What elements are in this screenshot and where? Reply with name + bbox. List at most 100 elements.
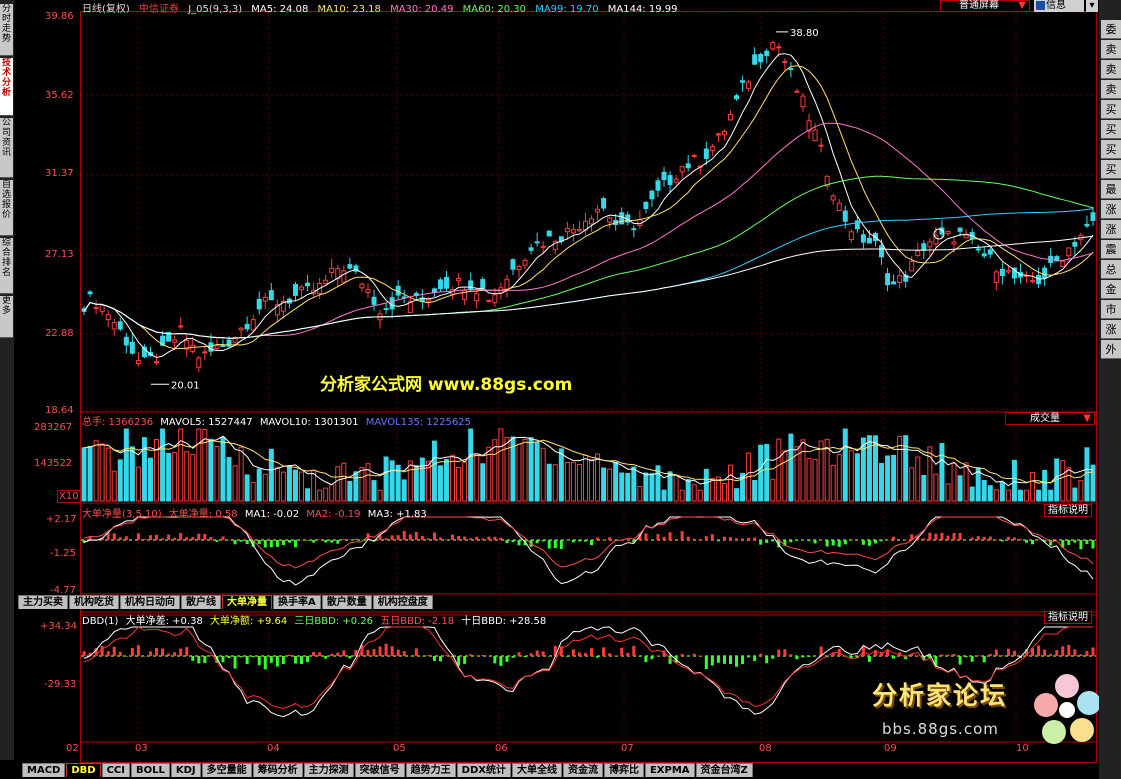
bottom-tab-4[interactable]: KDJ — [170, 763, 201, 777]
indicator-tab-5[interactable]: 换手率A — [273, 595, 321, 609]
volume-bar — [401, 479, 407, 502]
ind1-bar — [112, 533, 116, 540]
volume-indicator-select[interactable]: 成交量 ▼ — [1005, 412, 1095, 425]
right-tab-7[interactable]: 买 — [1101, 160, 1121, 179]
indicator-tab-7[interactable]: 机构控盘度 — [372, 595, 433, 609]
volume-bar — [274, 466, 280, 502]
right-tab-0[interactable]: 委 — [1101, 20, 1121, 39]
ind2-bar — [130, 648, 134, 656]
indicator-tab-0[interactable]: 主力买卖 — [18, 595, 68, 609]
ind2-help-button[interactable]: 指标说明 — [1044, 611, 1092, 624]
bottom-tab-9[interactable]: 趋势力王 — [405, 763, 456, 777]
ind1-axis-bot: -4.77 — [50, 585, 76, 596]
ind1-bar — [722, 536, 726, 540]
ind2-bar — [807, 656, 811, 657]
left-tab-5[interactable]: 更多 — [0, 296, 13, 338]
indicator-tab-2[interactable]: 机构日动向 — [120, 595, 180, 609]
ind2-bar — [662, 650, 666, 656]
bottom-tab-10[interactable]: DDX统计 — [456, 763, 511, 777]
right-tab-11[interactable]: 震 — [1101, 240, 1121, 259]
right-tab-9[interactable]: 涨 — [1101, 200, 1121, 219]
right-tab-6[interactable]: 买 — [1101, 140, 1121, 159]
ind2-bar — [451, 656, 455, 657]
candle-body — [842, 210, 848, 222]
mavol10-label: MAVOL10: 1301301 — [259, 417, 359, 428]
bottom-tab-11[interactable]: 大单全线 — [511, 763, 562, 777]
bottom-tab-1[interactable]: DBD — [66, 763, 101, 777]
right-tab-5[interactable]: 买 — [1101, 120, 1121, 139]
screen-mode-select[interactable]: 普通屏幕 ▼ — [940, 0, 1030, 12]
info-icon — [1036, 1, 1045, 10]
indicator-tab-4[interactable]: 大单净量 — [222, 595, 272, 609]
indicator-tab-3[interactable]: 散户线 — [181, 595, 221, 609]
bottom-tab-8[interactable]: 突破信号 — [354, 763, 405, 777]
volume-bar — [117, 459, 123, 502]
candle-body — [141, 346, 147, 358]
right-tab-13[interactable]: 金 — [1101, 280, 1121, 299]
ind1-bar — [481, 538, 485, 540]
info-button[interactable]: 信息 — [1034, 0, 1084, 12]
left-tab-2[interactable]: 公司资讯 — [0, 118, 13, 178]
ind1-bar — [511, 540, 515, 543]
ind2-bar — [946, 654, 950, 656]
volume-bar — [147, 457, 153, 502]
right-tab-1[interactable]: 卖 — [1101, 40, 1121, 59]
right-tab-14[interactable]: 市 — [1101, 300, 1121, 319]
right-tab-10[interactable]: 涨 — [1101, 220, 1121, 239]
volume-bar — [866, 435, 872, 502]
ind2-bar — [88, 652, 92, 656]
ind1-bar — [861, 540, 865, 545]
bottom-tab-14[interactable]: EXPMA — [644, 763, 695, 777]
ind1-bar — [662, 536, 666, 540]
volume-bar — [818, 440, 824, 502]
ind1-help-button[interactable]: 指标说明 — [1044, 504, 1092, 517]
ind1-bar — [843, 540, 847, 545]
bottom-indicator-tabs: MACD DBD CCI BOLL KDJ 多空量能 筹码分析 主力探测 突破信号 趋势力王 DDX… — [22, 763, 1102, 779]
bottom-tab-6[interactable]: 筹码分析 — [252, 763, 303, 777]
left-tab-0[interactable]: 分时走势 — [0, 4, 13, 56]
ind1-bar — [233, 540, 237, 545]
volume-bar — [238, 446, 244, 502]
bottom-tab-12[interactable]: 资金流 — [562, 763, 603, 777]
volume-bar — [582, 454, 588, 502]
bottom-tab-3[interactable]: BOLL — [130, 763, 170, 777]
left-tab-1[interactable]: 技术分析 — [0, 58, 13, 116]
candle-body — [734, 95, 740, 100]
ma99-label: MA99: 19.70 — [535, 4, 599, 15]
volume-bar — [649, 473, 655, 502]
candlestick-chart-area[interactable]: 38.80 20.01 — [81, 12, 1096, 762]
bottom-tab-5[interactable]: 多空量能 — [201, 763, 252, 777]
bottom-tab-0[interactable]: MACD — [22, 763, 66, 777]
ind1-bar — [946, 535, 950, 540]
indicator-tab-6[interactable]: 散户数量 — [321, 595, 372, 609]
ind2-bar — [1073, 649, 1077, 656]
ma10-line — [83, 65, 1094, 350]
volume-bar — [576, 464, 582, 502]
candle-body — [184, 339, 190, 350]
left-tab-3[interactable]: 自选报价 — [0, 180, 13, 236]
ind2-bar — [632, 645, 636, 656]
close-button[interactable]: ▾ — [1086, 0, 1098, 12]
left-tab-4[interactable]: 综合排名 — [0, 238, 13, 294]
ind1-bar — [596, 537, 600, 540]
volume-bar — [915, 456, 921, 502]
right-tab-16[interactable]: 外 — [1101, 340, 1121, 359]
bottom-tab-15[interactable]: 资金台湾Z — [695, 763, 753, 777]
bottom-tab-13[interactable]: 博弈比 — [603, 763, 644, 777]
right-tab-2[interactable]: 卖 — [1101, 60, 1121, 79]
ind1-bar — [239, 540, 243, 542]
candle-body — [510, 259, 516, 270]
bottom-tab-2[interactable]: CCI — [101, 763, 130, 777]
bottom-tab-7[interactable]: 主力探测 — [303, 763, 354, 777]
candle-body — [552, 240, 558, 251]
right-tab-3[interactable]: 卖 — [1101, 80, 1121, 99]
right-tab-8[interactable]: 最 — [1101, 180, 1121, 199]
right-tab-15[interactable]: 涨 — [1101, 320, 1121, 339]
price-axis-label: 39.86 — [45, 11, 74, 22]
indicator-tab-1[interactable]: 机构吃货 — [69, 595, 119, 609]
candle-body — [172, 339, 178, 343]
right-tab-12[interactable]: 总 — [1101, 260, 1121, 279]
volume-bar — [981, 480, 987, 502]
mavol5-line — [83, 435, 1094, 487]
right-tab-4[interactable]: 买 — [1101, 100, 1121, 119]
